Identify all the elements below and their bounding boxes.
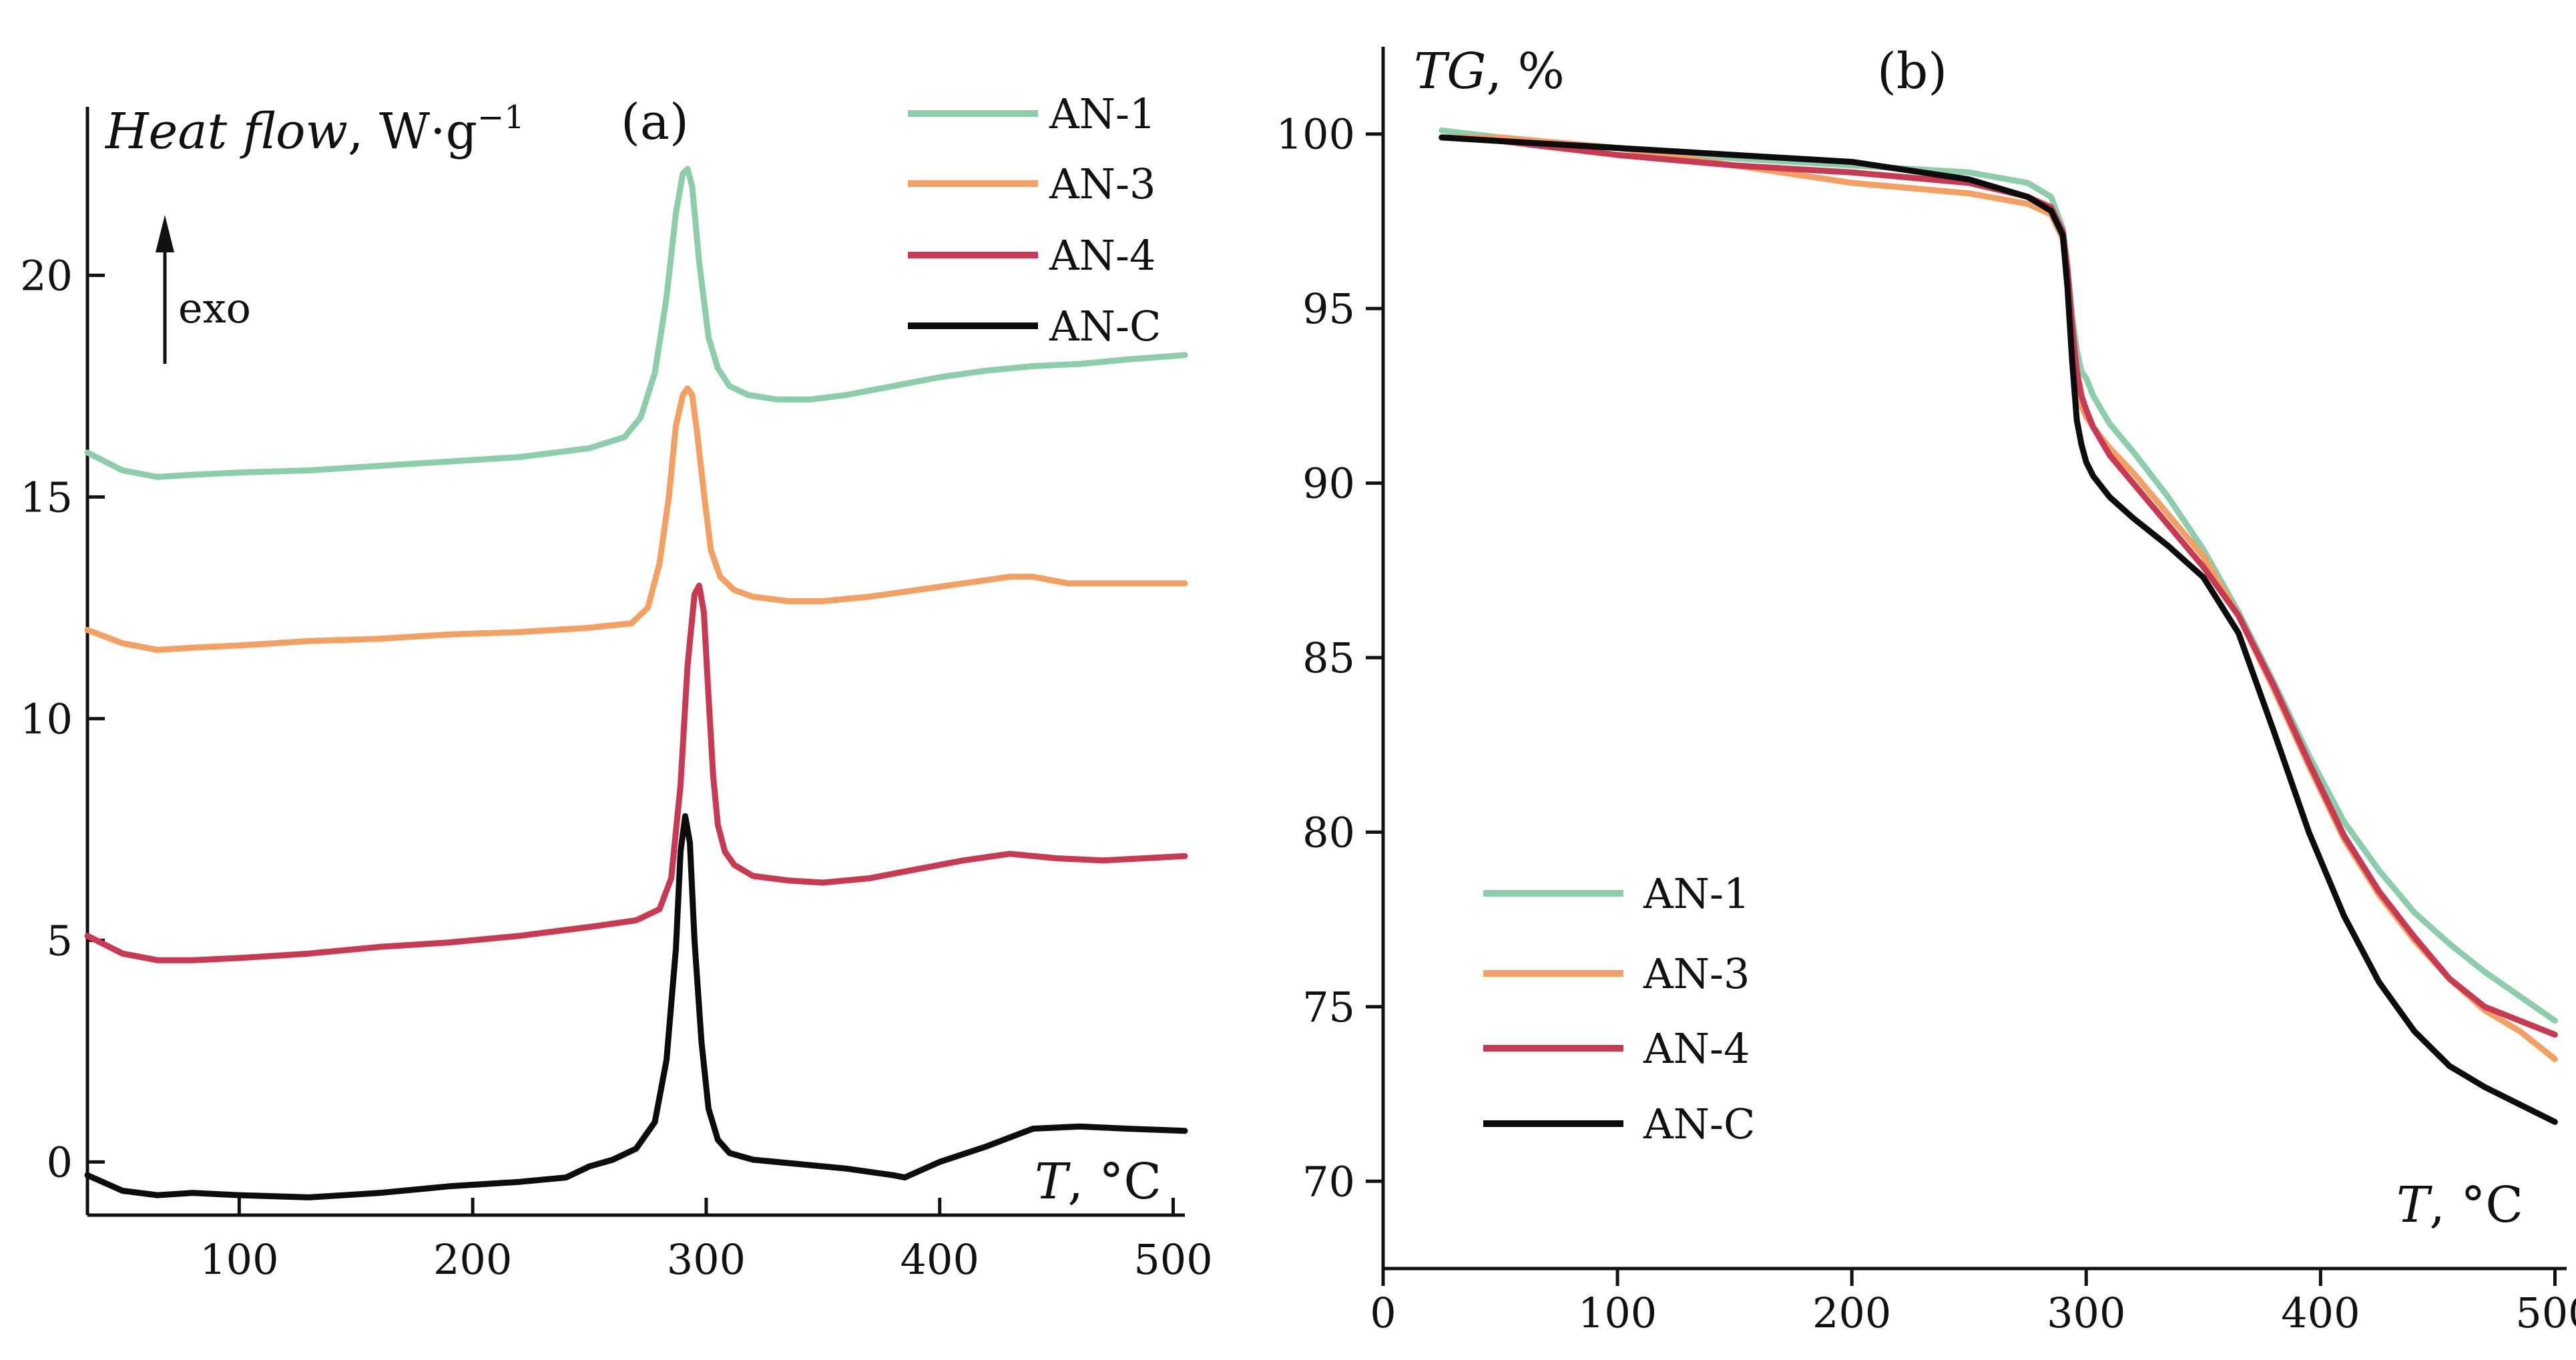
panel-b-x-tick-label-0: 0 [1370, 1289, 1396, 1337]
legend-a-label-an-1: AN-1 [1049, 89, 1155, 138]
panel-a-y-tick-label-20: 20 [20, 251, 73, 300]
panel-b-y-tick-label-85: 85 [1302, 634, 1355, 682]
panel-a-ticks: 100 200 300 400 500 0 5 10 15 20 [20, 251, 1213, 1284]
panel-b-xlabel-unit: , °C [2429, 1176, 2523, 1234]
panel-a-y-tick-label-0: 0 [47, 1138, 73, 1186]
panel-a-x-tick-label-500: 500 [1133, 1235, 1212, 1284]
panel-b-y-tick-label-70: 70 [1302, 1157, 1355, 1206]
panel-b-ylabel-unit: , % [1486, 43, 1564, 100]
exo-arrow [156, 215, 174, 364]
panel-b-y-tick-label-75: 75 [1302, 983, 1355, 1032]
legend-a-label-an-4: AN-4 [1049, 231, 1155, 280]
panel-b-legend: AN-1 AN-3 AN-4 AN-C [1483, 869, 1755, 1148]
panel-a-xlabel-italic: T [1035, 1153, 1071, 1210]
panel-a-x-tick-label-200: 200 [433, 1235, 512, 1284]
panel-a-ylabel-italic: Heat flow [104, 103, 348, 160]
panel-b-y-axis-label: TG, % [1414, 43, 1565, 100]
panel-a-series-an-4 [84, 582, 1188, 963]
panel-b-x-tick-label-200: 200 [1812, 1289, 1891, 1337]
panel-b-ticks: 0 100 200 300 400 500 70 75 80 85 90 95 100 [1276, 110, 2576, 1337]
legend-b-label-an-4: AN-4 [1643, 1024, 1750, 1073]
panel-b-y-tick-label-90: 90 [1302, 459, 1355, 508]
legend-b-label-an-1: AN-1 [1643, 869, 1750, 918]
panel-b-y-tick-label-80: 80 [1302, 808, 1355, 857]
panel-a-y-tick-label-15: 15 [20, 473, 73, 521]
panel-b-series-an-3 [1439, 134, 2558, 1062]
panel-a-x-axis-label: T, °C [1035, 1153, 1162, 1210]
panel-b-x-tick-label-400: 400 [2281, 1289, 2360, 1337]
panel-a-y-tick-label-10: 10 [20, 694, 73, 743]
panel-b-series-group [1439, 128, 2558, 1125]
panel-a-series-an-3 [84, 385, 1188, 653]
panel-b-x-axis-label: T, °C [2396, 1176, 2523, 1234]
panel-a-series-an-1 [84, 166, 1188, 480]
panel-b-series-an-c [1439, 134, 2558, 1125]
panel-a-legend: AN-1 AN-3 AN-4 AN-C [908, 89, 1161, 351]
panel-a-heat-flow: 100 200 300 400 500 0 5 10 15 20 Heat flow, W·g−1… [20, 89, 1213, 1284]
panel-a-title: (a) [621, 93, 689, 151]
panel-b-x-tick-label-100: 100 [1578, 1289, 1657, 1337]
panel-a-xlabel-unit: , °C [1067, 1153, 1162, 1210]
panel-a-series-group [84, 166, 1188, 1200]
panel-b-x-tick-label-300: 300 [2047, 1289, 2125, 1337]
panel-b-series-an-1 [1439, 128, 2558, 1024]
panel-a-x-tick-label-400: 400 [900, 1235, 979, 1284]
panel-b-title: (b) [1877, 43, 1947, 100]
legend-a-label-an-3: AN-3 [1049, 160, 1155, 208]
legend-a-label-an-c: AN-C [1049, 302, 1161, 351]
panel-b-x-tick-label-500: 500 [2515, 1289, 2576, 1337]
legend-b-label-an-c: AN-C [1643, 1100, 1755, 1148]
exo-annotation: exo [178, 284, 251, 332]
panel-b-ylabel-italic: TG [1414, 43, 1486, 100]
legend-b-label-an-3: AN-3 [1643, 949, 1750, 998]
panel-a-ylabel-sup: −1 [477, 99, 525, 136]
panel-a-series-an-c [84, 813, 1188, 1200]
panel-b-y-tick-label-95: 95 [1302, 284, 1355, 333]
panel-a-y-axis-label: Heat flow, W·g−1 [104, 99, 525, 160]
panel-a-ylabel-unit: , W·g [348, 103, 477, 160]
panel-b-y-tick-label-100: 100 [1276, 110, 1355, 159]
panel-a-x-tick-label-300: 300 [667, 1235, 746, 1284]
panel-a-x-tick-label-100: 100 [200, 1235, 278, 1284]
panel-b-xlabel-italic: T [2396, 1176, 2432, 1234]
panel-b-tg: 0 100 200 300 400 500 70 75 80 85 90 95 100 TG, % (b… [1276, 43, 2576, 1337]
panel-b-series-an-4 [1439, 134, 2558, 1038]
panel-a-y-tick-label-5: 5 [47, 916, 73, 965]
